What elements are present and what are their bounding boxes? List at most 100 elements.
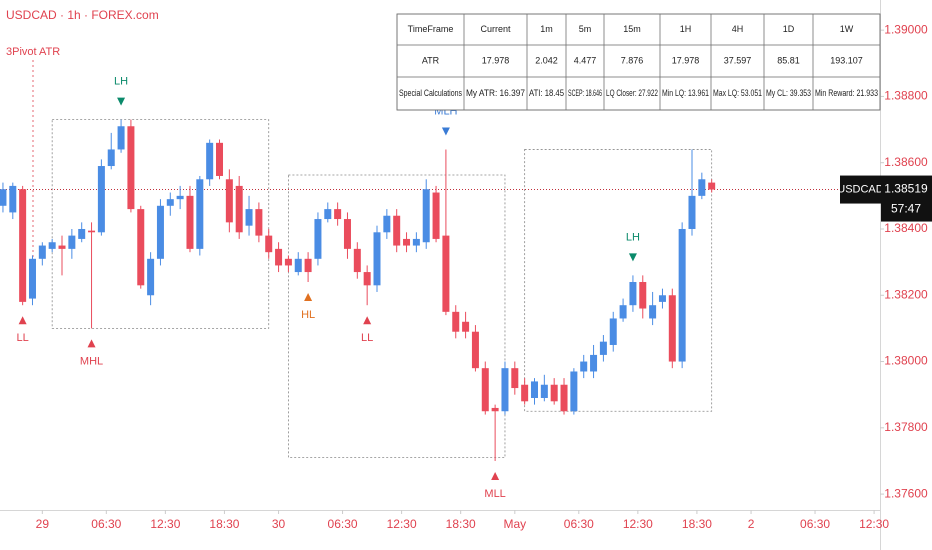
candle-body xyxy=(324,209,332,220)
candle-body xyxy=(393,215,401,246)
table-text: TimeFrame xyxy=(408,24,454,34)
candle-body xyxy=(462,321,470,332)
candle-body xyxy=(68,235,76,249)
table-text: Min Reward: 21.933 xyxy=(815,88,878,98)
candle-body xyxy=(570,371,578,412)
candle-body xyxy=(442,235,450,312)
table-text: Special Calculations xyxy=(399,88,462,98)
candle-body xyxy=(294,258,302,273)
table-text: My ATR: 16.397 xyxy=(466,88,525,98)
candle-body xyxy=(28,258,36,299)
candle-body xyxy=(127,126,135,210)
candle-body xyxy=(550,384,558,402)
table-text: ATI: 18.45 xyxy=(529,88,564,98)
pivot-marker xyxy=(87,339,96,348)
pivot-label: LL xyxy=(361,332,373,344)
candle-body xyxy=(432,192,440,239)
candle-body xyxy=(88,230,96,233)
x-tick-label: May xyxy=(503,517,526,531)
x-tick-label: 06:30 xyxy=(564,517,594,531)
pivot-marker xyxy=(18,316,27,325)
table-text: 1m xyxy=(540,24,553,34)
candle-body xyxy=(147,258,155,296)
candle-body xyxy=(137,209,145,286)
candle-body xyxy=(403,238,411,246)
candle-body xyxy=(491,407,499,412)
x-tick-label: 18:30 xyxy=(682,517,712,531)
table-text: 37.597 xyxy=(724,55,752,65)
pivot-marker xyxy=(304,293,313,302)
y-tick-label: 1.38200 xyxy=(884,287,928,301)
y-tick-label: 1.37600 xyxy=(884,486,928,500)
candle-body xyxy=(353,248,361,273)
candle-body xyxy=(58,245,66,249)
candle-body xyxy=(216,142,224,176)
candle-body xyxy=(452,311,460,332)
candle-body xyxy=(334,209,342,220)
candle-body xyxy=(412,238,420,246)
candle-body xyxy=(560,384,568,412)
table-text: 7.876 xyxy=(621,55,644,65)
candle-body xyxy=(540,384,548,398)
candle-body xyxy=(511,368,519,389)
table-text: SCEP: 18.646 xyxy=(568,88,602,98)
table-text: 5m xyxy=(579,24,592,34)
y-tick-label: 1.39000 xyxy=(884,22,928,36)
pivot-marker xyxy=(363,316,372,325)
table-text: 17.978 xyxy=(672,55,700,65)
candle-body xyxy=(314,219,322,259)
candle-body xyxy=(580,361,588,372)
candle-body xyxy=(530,381,538,398)
candle-body xyxy=(639,282,647,309)
indicator-name: 3Pivot ATR xyxy=(6,46,60,58)
candle-body xyxy=(275,248,283,266)
candle-body xyxy=(590,354,598,372)
range-box xyxy=(51,119,270,329)
candle-body xyxy=(9,185,17,213)
pivot-label: HL xyxy=(301,309,315,321)
pivot-marker xyxy=(117,97,126,106)
symbol-label: USDCAD xyxy=(837,183,884,195)
chart-title: USDCAD · 1h · FOREX.com xyxy=(6,8,159,22)
candle-body xyxy=(668,295,676,362)
candle-body xyxy=(599,341,607,355)
candle-body xyxy=(156,205,164,259)
x-tick-label: 29 xyxy=(36,517,50,531)
y-tick-label: 1.38000 xyxy=(884,354,928,368)
table-text: LQ Closer: 27.922 xyxy=(606,88,658,98)
pivot-label: MLL xyxy=(484,488,505,500)
table-text: 1W xyxy=(840,24,854,34)
candle-body xyxy=(373,232,381,286)
candle-body xyxy=(609,318,617,345)
table-text: 1H xyxy=(680,24,692,34)
x-tick-label: 06:30 xyxy=(91,517,121,531)
table-text: Min LQ: 13.961 xyxy=(662,88,709,98)
table-text: 4.477 xyxy=(574,55,597,65)
candle-body xyxy=(688,195,696,229)
y-tick-label: 1.38800 xyxy=(884,89,928,103)
candle-body xyxy=(19,189,27,302)
pivot-label: LH xyxy=(626,231,640,243)
x-tick-label: 18:30 xyxy=(446,517,476,531)
table-text: 15m xyxy=(623,24,641,34)
candle-body xyxy=(235,185,243,233)
candle-body xyxy=(48,242,56,249)
range-box xyxy=(288,174,506,459)
candle-body xyxy=(38,245,46,259)
candle-body xyxy=(383,215,391,233)
table-text: Max LQ: 53.051 xyxy=(713,88,762,98)
y-tick-label: 1.37800 xyxy=(884,420,928,434)
x-tick-label: 12:30 xyxy=(859,517,889,531)
x-tick-label: 12:30 xyxy=(623,517,653,531)
x-tick-label: 2 xyxy=(748,517,755,531)
candle-body xyxy=(658,295,666,302)
x-tick-label: 12:30 xyxy=(387,517,417,531)
candle-body xyxy=(422,189,430,243)
pivot-marker xyxy=(441,127,450,136)
candle-body xyxy=(521,384,529,402)
candle-body xyxy=(117,126,125,150)
pivot-label: LL xyxy=(17,332,29,344)
table-text: ATR xyxy=(422,55,440,65)
